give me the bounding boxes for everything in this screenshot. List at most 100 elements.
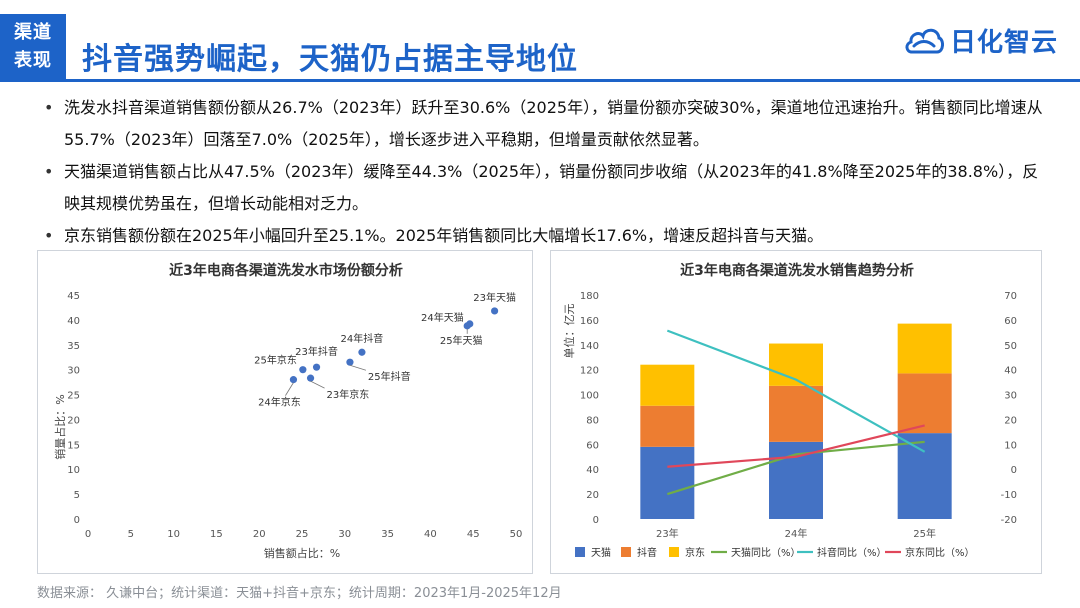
y-tick-label: 180	[580, 291, 599, 302]
scatter-chart: 近3年电商各渠道洗发水市场份额分析 0 5 10 15 20 25 30 35 40 45 50 0 5 1…	[53, 262, 523, 560]
y2-tick-label: 30	[1004, 391, 1017, 402]
legend-label: 抖音	[637, 546, 657, 559]
bullet-list: 洗发水抖音渠道销售额份额从26.7%（2023年）跃升至30.6%（2025年）…	[44, 92, 1054, 252]
point-label: 25年天猫	[440, 334, 483, 347]
x-tick-label: 50	[510, 529, 523, 540]
legend-label: 天猫同比（%）	[731, 546, 801, 559]
bar-segment	[897, 323, 952, 374]
section-tag-line2: 表现	[14, 50, 52, 71]
y-tick-label: 10	[67, 465, 80, 476]
line-series	[667, 440, 925, 496]
label-leader-line	[285, 382, 294, 396]
section-tag: 渠道 表现	[0, 14, 66, 80]
point-label: 25年京东	[254, 354, 297, 367]
x-tick-label: 15	[210, 529, 223, 540]
x-tick-label: 25	[296, 529, 309, 540]
bar-segment	[769, 385, 823, 442]
x-tick-label: 40	[424, 529, 437, 540]
bar-segment	[897, 433, 952, 519]
scatter-point	[289, 376, 298, 384]
point-label: 23年抖音	[295, 345, 338, 358]
legend-swatch	[575, 547, 585, 557]
bar-segment	[640, 364, 695, 406]
point-label: 23年京东	[327, 388, 370, 401]
cloud-logo-icon	[905, 28, 944, 54]
legend-swatch	[621, 547, 631, 557]
label-leader-line	[349, 364, 367, 371]
y2-tick-label: 60	[1004, 316, 1017, 327]
y2-tick-label: 50	[1004, 341, 1017, 352]
point-label: 25年抖音	[368, 370, 411, 383]
bullet-item: 洗发水抖音渠道销售额份额从26.7%（2023年）跃升至30.6%（2025年）…	[44, 92, 1054, 156]
y2-tick-label: -20	[1001, 515, 1017, 526]
scatter-point	[306, 374, 315, 382]
bar-segment	[640, 446, 695, 519]
scatter-point	[299, 366, 307, 374]
x-tick-label: 23年	[656, 527, 679, 540]
x-tick-label: 30	[338, 529, 351, 540]
bullet-item: 天猫渠道销售额占比从47.5%（2023年）缓降至44.3%（2025年），销量…	[44, 156, 1054, 220]
y-tick-label: 20	[67, 415, 80, 426]
x-tick-label: 10	[167, 529, 180, 540]
y-axis-label: 销量占比：%	[53, 394, 67, 459]
x-tick-label: 25年	[913, 527, 936, 540]
scatter-point	[312, 363, 321, 371]
y-tick-label: 20	[586, 490, 599, 501]
point-label: 24年京东	[258, 396, 301, 409]
y-tick-label: 45	[67, 291, 80, 302]
data-source-note: 数据来源： 久谦中台；统计渠道：天猫+抖音+京东；统计周期：2023年1月-20…	[37, 586, 562, 601]
y2-tick-label: 40	[1004, 366, 1017, 377]
y-tick-label: 15	[67, 440, 80, 451]
y2-tick-label: 70	[1004, 291, 1017, 302]
y-tick-label: 120	[580, 366, 599, 377]
y-tick-label: 160	[580, 316, 599, 327]
scatter-point	[491, 307, 499, 315]
y-tick-label: 100	[580, 391, 599, 402]
bar-segment	[640, 405, 695, 447]
y2-tick-label: 20	[1004, 415, 1017, 426]
section-tag-line1: 渠道	[14, 22, 52, 43]
x-tick-label: 24年	[785, 527, 808, 540]
page-title: 抖音强势崛起，天猫仍占据主导地位	[82, 42, 578, 77]
scatter-chart-panel: 近3年电商各渠道洗发水市场份额分析 0 5 10 15 20 25 30 35 40 45 50 0 5 1…	[37, 250, 533, 574]
legend-label: 京东同比（%）	[905, 546, 975, 559]
point-label: 24年抖音	[341, 332, 384, 345]
logo-text: 日化智云	[949, 27, 1058, 58]
stacked-bar-line-chart: 近3年电商各渠道洗发水销售趋势分析单位：亿元020406080100120140…	[562, 262, 1017, 559]
y2-tick-label: 10	[1004, 440, 1017, 451]
point-label: 24年天猫	[421, 311, 464, 324]
trend-chart-panel: 近3年电商各渠道洗发水销售趋势分析 单位：亿元 0 20 40 60 80 100 120 140…	[550, 250, 1042, 574]
chart-title: 近3年电商各渠道洗发水市场份额分析	[169, 262, 403, 279]
y-tick-label: 60	[586, 440, 599, 451]
point-label: 23年天猫	[473, 291, 516, 304]
x-tick-label: 20	[253, 529, 266, 540]
bar-segment	[897, 373, 952, 434]
y-tick-label: 140	[580, 341, 599, 352]
scatter-point	[346, 358, 354, 366]
y-tick-label: 35	[67, 341, 80, 352]
y-tick-label: 80	[586, 415, 599, 426]
x-tick-label: 45	[467, 529, 480, 540]
legend-label: 天猫	[591, 546, 611, 559]
x-tick-label: 0	[85, 529, 91, 540]
y-tick-label: 5	[74, 490, 80, 501]
y-tick-label: 0	[593, 515, 599, 526]
title-divider	[0, 79, 1080, 82]
line-series	[667, 424, 925, 468]
legend-label: 京东	[685, 546, 705, 559]
x-axis-label: 销售额占比：%	[264, 546, 340, 560]
header: 渠道 表现 抖音强势崛起，天猫仍占据主导地位 日化智云	[0, 0, 1080, 82]
label-leader-line	[310, 380, 325, 389]
y-tick-label: 30	[67, 366, 80, 377]
y2-tick-label: 0	[1011, 465, 1017, 476]
scatter-point	[463, 322, 471, 330]
y-tick-label: 40	[586, 465, 599, 476]
legend-label: 抖音同比（%）	[817, 546, 887, 559]
y-tick-label: 25	[67, 391, 80, 402]
y-tick-label: 0	[74, 515, 80, 526]
x-tick-label: 35	[381, 529, 394, 540]
bullet-item: 京东销售额份额在2025年小幅回升至25.1%。2025年销售额同比大幅增长17…	[44, 220, 1054, 252]
x-tick-label: 5	[128, 529, 134, 540]
y2-tick-label: -10	[1001, 490, 1017, 501]
chart-title: 近3年电商各渠道洗发水销售趋势分析	[680, 262, 914, 279]
